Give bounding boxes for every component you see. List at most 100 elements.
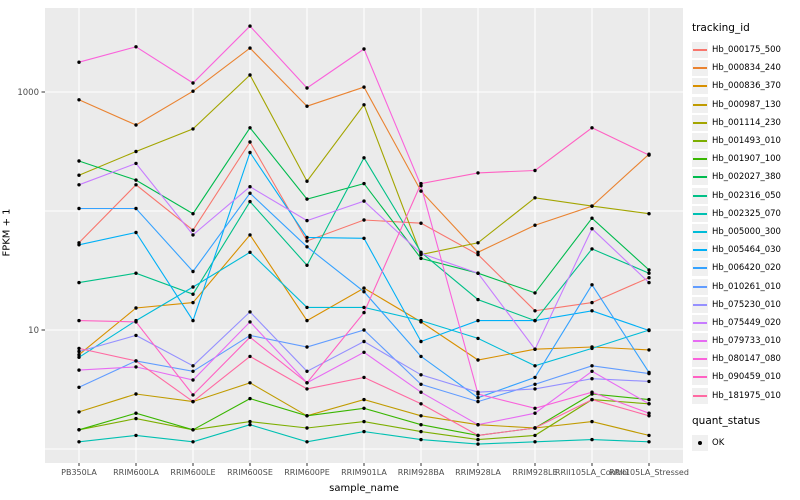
data-point [134, 149, 138, 154]
x-tick-label: RRIM600LE [170, 468, 215, 477]
legend-item-label: Hb_002316_050 [712, 190, 781, 201]
data-point [590, 126, 594, 130]
data-point [419, 221, 423, 225]
line-key-icon [692, 333, 708, 350]
data-point [476, 437, 480, 442]
data-point [533, 347, 537, 351]
data-point [419, 339, 423, 344]
data-point [248, 320, 252, 324]
data-point [362, 290, 366, 294]
x-tick-label: RRIM928BA [398, 468, 445, 477]
legend-item: Hb_002325_070 [692, 205, 800, 223]
data-point [362, 236, 366, 240]
data-point [248, 335, 252, 339]
data-point [77, 98, 81, 102]
data-point [590, 390, 594, 394]
legend-item: Hb_079733_010 [692, 332, 800, 350]
legend-item: Hb_001907_100 [692, 150, 800, 168]
data-point [248, 310, 252, 314]
data-point [305, 305, 309, 310]
data-point [647, 280, 651, 285]
legend-item: Hb_001493_010 [692, 132, 800, 150]
data-point [419, 429, 423, 434]
data-point [134, 230, 138, 235]
legend-item: Hb_002316_050 [692, 187, 800, 205]
data-point [77, 318, 81, 323]
legend-item: Hb_080147_080 [692, 350, 800, 368]
data-point [590, 247, 594, 251]
data-point [362, 406, 366, 410]
data-point [476, 442, 480, 446]
line-key-icon [692, 296, 708, 313]
data-point [191, 428, 195, 432]
legend-item-label: Hb_001114_230 [712, 117, 781, 128]
data-point [191, 127, 195, 131]
data-point [305, 239, 309, 243]
data-point [647, 433, 651, 438]
data-point [533, 406, 537, 410]
data-point [590, 397, 594, 402]
data-point [533, 387, 537, 391]
data-point [191, 228, 195, 232]
data-point [647, 397, 651, 402]
data-point [77, 353, 81, 357]
data-point [476, 392, 480, 396]
data-point [248, 250, 252, 254]
line-key-icon [692, 369, 708, 386]
data-point [248, 396, 252, 401]
data-point [533, 318, 537, 323]
data-point [533, 411, 537, 415]
data-point [248, 150, 252, 155]
data-point [476, 241, 480, 245]
legend-item-ok: OK [692, 434, 800, 452]
legend-item-label: OK [712, 437, 725, 448]
data-point [248, 191, 252, 195]
line-key-icon [692, 187, 708, 204]
data-point [590, 309, 594, 313]
data-point [248, 354, 252, 359]
legend-item-label: Hb_000836_370 [712, 81, 781, 92]
data-point [248, 233, 252, 237]
legend-items: Hb_000175_500 Hb_000834_240 Hb_000836_370 H… [692, 41, 800, 405]
data-point [248, 140, 252, 144]
data-point [248, 24, 252, 28]
data-point [533, 291, 537, 295]
data-point [77, 355, 81, 359]
data-point [305, 426, 309, 430]
data-point [134, 333, 138, 338]
data-point [419, 390, 423, 394]
data-point [77, 206, 81, 211]
legend-item-label: Hb_000175_500 [712, 45, 781, 56]
data-point [647, 348, 651, 352]
x-tick-label: RRIM928LE [512, 468, 557, 477]
data-point [134, 359, 138, 363]
data-point [134, 123, 138, 127]
data-point [419, 181, 423, 186]
y-axis-title: FPKM + 1 [1, 208, 13, 257]
legend-item-label: Hb_001907_100 [712, 154, 781, 165]
data-point [647, 268, 651, 272]
data-point [191, 81, 195, 85]
data-point [77, 410, 81, 414]
legend-item: Hb_090459_010 [692, 368, 800, 386]
data-point [533, 309, 537, 313]
data-point [134, 433, 138, 438]
data-point [77, 385, 81, 389]
data-point [590, 419, 594, 424]
data-point [77, 60, 81, 64]
legend-item-label: Hb_079733_010 [712, 336, 781, 347]
data-point [305, 245, 309, 249]
data-point [362, 103, 366, 107]
line-key-icon [692, 242, 708, 259]
data-point [305, 381, 309, 385]
data-point [305, 179, 309, 183]
data-point [191, 300, 195, 305]
line-key-icon [692, 42, 708, 59]
data-point [590, 283, 594, 287]
data-point [419, 437, 423, 442]
legend-item: Hb_000987_130 [692, 96, 800, 114]
legend: tracking_id Hb_000175_500 Hb_000834_240 Hb… [692, 22, 800, 452]
data-point [191, 292, 195, 296]
data-point [305, 345, 309, 349]
data-point [362, 156, 366, 160]
